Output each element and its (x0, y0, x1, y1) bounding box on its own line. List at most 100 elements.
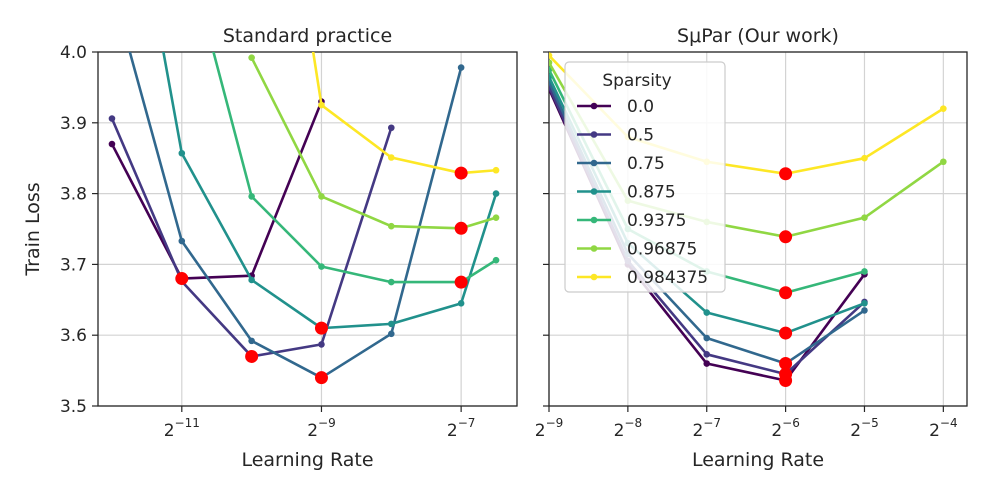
legend-label-0.875: 0.875 (627, 183, 676, 203)
data-point-0.9375 (248, 193, 255, 200)
series-line-0.0 (110, 101, 323, 280)
data-point-0.984375 (492, 166, 500, 174)
legend-label-0.75: 0.75 (627, 154, 665, 174)
legend-label-0.9375: 0.9375 (627, 211, 686, 231)
data-point-0.5 (108, 115, 116, 122)
data-point-0.0 (108, 140, 116, 148)
y-axis-label: Train Loss (22, 182, 44, 276)
data-point-0.875 (178, 149, 186, 157)
legend-title: Sparsity (602, 71, 671, 91)
y-tick-label: 3.7 (60, 255, 87, 275)
axes-frame (97, 51, 518, 407)
optimum-marker (454, 166, 468, 180)
data-point-0.5 (388, 124, 395, 132)
legend-marker-0.875 (590, 188, 598, 195)
optimum-marker (314, 321, 328, 335)
data-point-0.75 (861, 307, 868, 314)
series-line-0.5 (110, 118, 393, 358)
x-tick-label: 2−9 (307, 416, 336, 441)
data-point-0.9375 (388, 278, 395, 286)
optimum-marker (779, 230, 793, 244)
chart-title: Standard practice (223, 25, 392, 47)
data-point-0.96875 (492, 214, 500, 221)
legend-marker-0.75 (590, 159, 598, 167)
data-point-0.875 (248, 276, 255, 284)
optimum-marker (454, 221, 468, 235)
data-point-0.96875 (248, 54, 255, 61)
legend-marker-0.0 (590, 102, 598, 110)
panel-supar: SμPar (Our work) 2−9 2−8 2−7 2−6 2−5 2−4 Learni… (535, 25, 968, 471)
data-point-0.875 (158, 35, 165, 42)
legend-label-0.984375: 0.984375 (627, 268, 708, 288)
legend-box (564, 61, 726, 293)
optimum-marker (314, 371, 328, 385)
legend-marker-0.9375 (590, 216, 598, 224)
data-point-0.875 (457, 300, 465, 307)
data-point-0.96875 (388, 222, 395, 230)
x-tick-label: 2−4 (929, 416, 958, 441)
y-tick-label: 3.9 (60, 114, 87, 134)
series-line-0.9375 (212, 52, 497, 284)
data-point-0.9375 (861, 268, 868, 275)
data-point-0.75 (388, 330, 395, 338)
legend-label-0.96875: 0.96875 (627, 240, 697, 260)
optimum-marker (175, 272, 189, 286)
chart-title: SμPar (Our work) (677, 25, 839, 47)
data-point-0.75 (457, 64, 465, 71)
legend-label-0.0: 0.0 (627, 97, 654, 117)
data-point-0.75 (703, 334, 711, 342)
x-tick-label: 2−7 (692, 416, 721, 441)
data-point-0.96875 (318, 193, 325, 200)
data-point-0.0 (703, 360, 711, 367)
data-point-0.96875 (549, 59, 553, 66)
optimum-marker (779, 357, 793, 371)
data-point-0.96875 (940, 158, 947, 166)
x-axis-label: Learning Rate (241, 449, 373, 471)
optimum-marker (245, 349, 259, 363)
axes-frame (548, 51, 968, 407)
legend-label-0.5: 0.5 (627, 126, 654, 146)
x-axis-label: Learning Rate (692, 449, 824, 471)
legend-marker-0.984375 (590, 273, 598, 281)
x-tick-label: 2−5 (850, 416, 879, 441)
data-point-0.5 (703, 351, 711, 358)
data-point-0.984375 (388, 154, 395, 161)
data-point-0.5 (318, 341, 325, 348)
data-point-0.875 (861, 300, 868, 307)
optimum-marker (779, 286, 793, 300)
optimum-marker (779, 167, 793, 181)
legend-marker-0.96875 (590, 245, 598, 252)
y-tick-label: 3.5 (60, 397, 87, 417)
optimum-marker (779, 326, 793, 340)
y-tick-label: 4.0 (60, 43, 87, 63)
data-point-0.9375 (206, 35, 213, 42)
x-tick-label: 2−8 (614, 416, 643, 441)
data-point-0.984375 (940, 105, 947, 112)
data-point-0.75 (178, 237, 186, 245)
x-tick-label: 2−11 (164, 416, 200, 441)
data-point-0.9375 (318, 263, 325, 270)
y-tick-label: 3.8 (60, 185, 87, 205)
data-point-0.984375 (318, 101, 325, 109)
data-point-0.984375 (549, 52, 553, 59)
data-point-0.75 (248, 337, 255, 345)
data-point-0.75 (123, 35, 130, 42)
data-point-0.96875 (861, 214, 868, 221)
optimum-marker (779, 367, 793, 381)
series-line-0.984375 (311, 52, 497, 175)
y-tick-label: 3.6 (60, 326, 87, 346)
optimum-marker (454, 275, 468, 289)
panel-standard-practice: Standard practice 2−11 2−9 2−7 Learning Rate… (22, 25, 518, 471)
x-tick-label: 2−7 (447, 416, 476, 441)
series-line-0.75 (128, 52, 463, 379)
data-point-0.9375 (492, 256, 500, 264)
data-point-0.875 (388, 320, 395, 328)
legend-marker-0.5 (590, 131, 598, 138)
x-tick-label: 2−9 (535, 416, 564, 441)
data-point-0.875 (703, 309, 711, 316)
data-point-0.875 (492, 190, 500, 197)
data-point-0.984375 (861, 154, 868, 162)
x-tick-label: 2−6 (771, 416, 800, 441)
legend: Sparsity 0.0 0.5 0.75 0.875 0.9375 0.96875 0.98… (564, 61, 726, 293)
